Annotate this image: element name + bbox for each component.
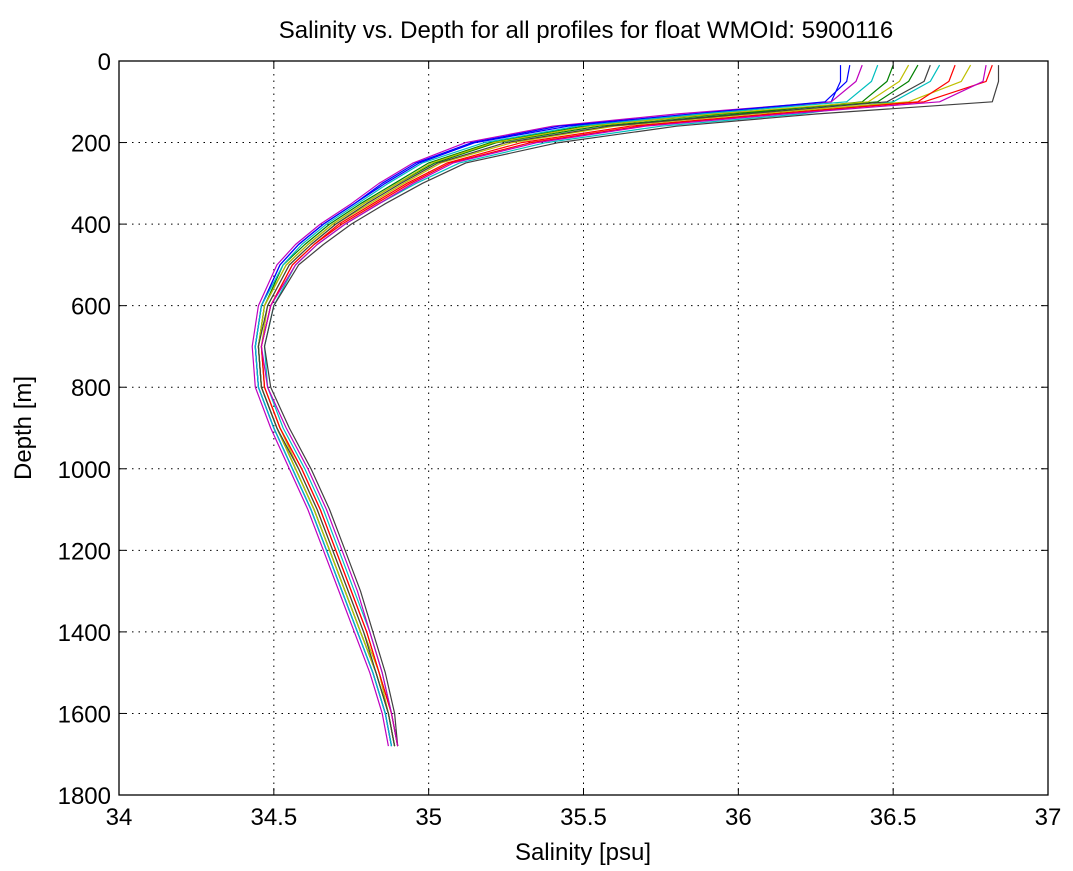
profile-lines [251, 64, 1000, 747]
y-tick-label: 1000 [58, 457, 111, 484]
plot-area [119, 61, 1048, 795]
x-tick-label: 34 [106, 804, 133, 831]
y-axis-label: Depth [m] [10, 376, 37, 480]
tick-labels: 34 34.5 35 35.5 36 36.5 37 0 200 400 600 800 1000 120… [58, 49, 1062, 831]
profile-line [257, 64, 931, 747]
profile-line [257, 64, 910, 747]
y-tick-label: 800 [71, 375, 111, 402]
y-tick-label: 400 [71, 212, 111, 239]
profile-line [263, 64, 941, 747]
y-tick-label: 1400 [58, 620, 111, 647]
profile-line [260, 64, 987, 747]
y-tick-label: 600 [71, 294, 111, 321]
x-tick-label: 35 [415, 804, 442, 831]
grid-lines [119, 61, 1048, 795]
profile-line [254, 64, 879, 747]
y-tick-label: 1800 [58, 783, 111, 810]
y-tick-label: 1600 [58, 701, 111, 728]
y-tick-label: 1200 [58, 538, 111, 565]
x-tick-label: 37 [1035, 804, 1062, 831]
x-axis-label: Salinity [psu] [515, 839, 651, 866]
x-tick-label: 34.5 [250, 804, 297, 831]
y-tick-label: 200 [71, 131, 111, 158]
x-tick-label: 36 [725, 804, 752, 831]
x-tick-label: 36.5 [870, 804, 917, 831]
x-tick-label: 35.5 [560, 804, 607, 831]
profile-line [263, 65, 1000, 747]
y-tick-label: 0 [98, 49, 111, 76]
axis-ticks [118, 60, 1049, 796]
profile-line [251, 64, 863, 747]
chart-title: Salinity vs. Depth for all profiles for … [279, 17, 894, 44]
